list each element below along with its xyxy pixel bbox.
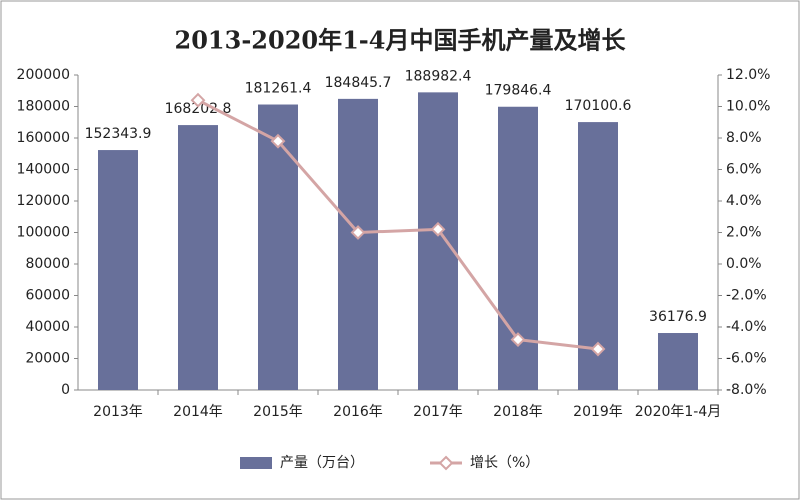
value-label: 152343.9 — [85, 126, 152, 142]
chart-title: 2013-2020年1-4月中国手机产量及增长 — [175, 26, 627, 55]
y2-tick-label: 10.0% — [726, 99, 770, 115]
marker — [350, 225, 366, 240]
value-label: 188982.4 — [405, 68, 472, 84]
marker — [430, 221, 446, 237]
x-tick-label: 2018年 — [493, 404, 543, 420]
y2-tick-label: -6.0% — [726, 351, 767, 367]
value-label: 170100.6 — [565, 98, 632, 114]
y-tick-label: 160000 — [17, 130, 70, 146]
y-tick-label: 80000 — [25, 256, 70, 272]
legend-label: 增长（%） — [470, 455, 539, 471]
value-label: 168202.8 — [165, 101, 232, 117]
bar — [418, 92, 458, 390]
bar — [338, 98, 378, 391]
y-tick-label: 20000 — [25, 351, 70, 367]
y2-tick-label: 0.0% — [726, 256, 762, 272]
y-tick-label: 140000 — [17, 162, 70, 178]
y2-tick-label: 4.0% — [726, 193, 762, 209]
y2-tick-label: 12.0% — [726, 67, 770, 83]
y2-tick-label: -4.0% — [726, 319, 767, 335]
y-tick-label: 200000 — [17, 67, 70, 83]
value-label: 184845.7 — [325, 75, 392, 91]
x-tick-label: 2016年 — [333, 404, 383, 420]
x-tick-label: 2014年 — [173, 404, 223, 420]
y-tick-label: 100000 — [17, 225, 70, 241]
marker — [270, 133, 286, 149]
x-tick-label: 2020年1-4月 — [635, 404, 722, 420]
y-tick-label: 60000 — [25, 288, 70, 304]
marker — [190, 92, 206, 108]
y-tick-label: 40000 — [25, 319, 70, 335]
marker — [590, 341, 606, 357]
line — [197, 98, 599, 351]
value-label: 36176.9 — [649, 309, 707, 325]
bar — [658, 333, 698, 390]
bar — [258, 104, 298, 390]
x-tick-label: 2019年 — [573, 404, 623, 420]
bar — [178, 125, 218, 390]
y2-tick-label: -2.0% — [726, 288, 767, 304]
x-tick-label: 2017年 — [413, 404, 463, 420]
bar — [98, 150, 138, 390]
legend-swatch — [240, 457, 272, 469]
marker — [510, 332, 526, 348]
x-tick-label: 2015年 — [253, 404, 303, 420]
x-tick-label: 2013年 — [93, 404, 143, 420]
y2-tick-label: 8.0% — [726, 130, 762, 146]
value-label: 179846.4 — [485, 83, 552, 99]
y2-tick-label: -8.0% — [726, 382, 767, 398]
y-tick-label: 0 — [61, 382, 70, 398]
legend-label: 产量（万台） — [280, 455, 364, 471]
y2-tick-label: 6.0% — [726, 162, 762, 178]
y-tick-label: 120000 — [17, 193, 70, 209]
y2-tick-label: 2.0% — [726, 225, 762, 241]
legend-marker — [438, 455, 454, 471]
value-label: 181261.4 — [245, 81, 312, 97]
y-tick-label: 180000 — [17, 99, 70, 115]
bar — [498, 106, 538, 391]
